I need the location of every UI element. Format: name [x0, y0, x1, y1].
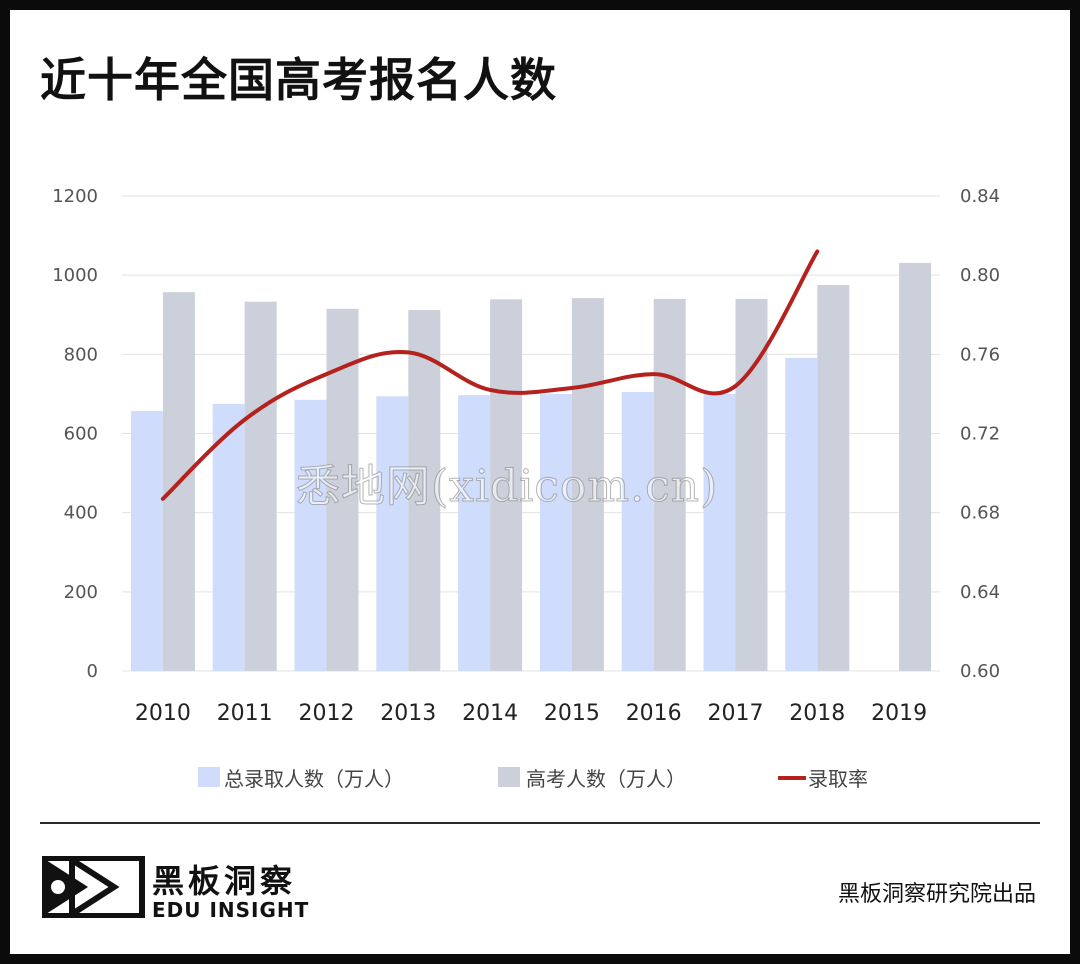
- bar-admitted: [458, 395, 491, 671]
- y-right-tick-label: 0.72: [960, 424, 1000, 445]
- y-right-tick-label: 0.60: [960, 661, 1000, 682]
- watermark-text: 悉地网(xidicom.cn): [295, 461, 719, 513]
- edu-insight-logo-icon: [42, 856, 145, 918]
- bar-admitted: [294, 399, 327, 671]
- bar-admitted: [621, 391, 654, 671]
- legend-label-rate: 录取率: [808, 767, 868, 791]
- chart-card: 近十年全国高考报名人数 0 0.60 200 0.64 400 0.68 600 0.72 80…: [10, 10, 1070, 954]
- y-right-tick-label: 0.80: [960, 265, 1000, 286]
- bar-applicants: [490, 299, 523, 671]
- bar-admitted: [130, 410, 163, 671]
- bar-applicants: [244, 301, 277, 671]
- bar-admitted: [539, 393, 572, 671]
- footer-divider: [40, 822, 1040, 824]
- bar-applicants: [408, 310, 441, 671]
- y-left-tick-label: 800: [64, 344, 98, 365]
- x-tick-label: 2018: [789, 701, 845, 726]
- x-tick-label: 2013: [380, 701, 436, 726]
- bar-applicants: [571, 298, 604, 671]
- rate-line: [160, 249, 820, 501]
- logo-name-cn: 黑板洞察: [152, 862, 297, 900]
- y-right-tick-label: 0.68: [960, 503, 1000, 524]
- bar-admitted: [785, 357, 818, 671]
- x-tick-label: 2017: [708, 701, 764, 726]
- bar-admitted: [376, 396, 409, 671]
- footer-credit: 黑板洞察研究院出品: [837, 882, 1036, 907]
- legend-swatch-applicants: [498, 767, 520, 787]
- y-left-tick-label: 200: [64, 582, 98, 603]
- y-right-tick-label: 0.76: [960, 344, 1000, 365]
- legend-label-applicants: 高考人数（万人）: [526, 767, 686, 791]
- x-tick-label: 2010: [135, 701, 191, 726]
- bar-applicants: [735, 298, 768, 671]
- legend-swatch-admitted: [198, 767, 220, 787]
- bar-applicants: [817, 285, 850, 671]
- x-tick-label: 2011: [217, 701, 273, 726]
- combo-chart: 0 0.60 200 0.64 400 0.68 600 0.72 800 0.76 1000 0.8…: [52, 186, 1000, 791]
- y-left-tick-label: 1200: [52, 186, 98, 207]
- y-left-tick-label: 600: [64, 424, 98, 445]
- page-title: 近十年全国高考报名人数: [40, 53, 557, 107]
- y-left-tick-label: 400: [64, 503, 98, 524]
- bar-applicants: [653, 298, 686, 671]
- x-tick-label: 2019: [871, 701, 927, 726]
- y-right-tick-label: 0.84: [960, 186, 1000, 207]
- x-tick-label: 2014: [462, 701, 518, 726]
- bar-applicants: [899, 262, 932, 671]
- logo-name-en: EDU INSIGHT: [152, 898, 310, 922]
- x-tick-label: 2012: [299, 701, 355, 726]
- legend-label-admitted: 总录取人数（万人）: [224, 767, 404, 791]
- x-tick-label: 2015: [544, 701, 600, 726]
- bar-admitted: [212, 403, 245, 671]
- y-right-tick-label: 0.64: [960, 582, 1000, 603]
- y-left-tick-label: 0: [87, 661, 98, 682]
- bar-admitted: [703, 393, 736, 671]
- x-tick-label: 2016: [626, 701, 682, 726]
- y-left-tick-label: 1000: [52, 265, 98, 286]
